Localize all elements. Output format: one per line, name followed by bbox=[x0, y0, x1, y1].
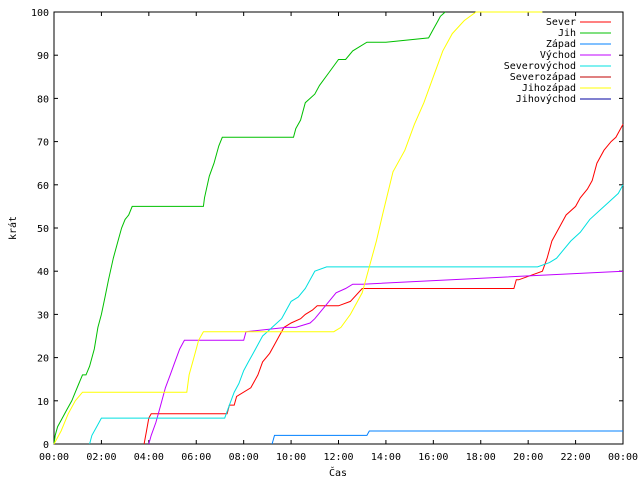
y-tick-label: 70 bbox=[37, 138, 49, 149]
x-tick-label: 10:00 bbox=[276, 452, 306, 463]
y-tick-label: 80 bbox=[37, 94, 49, 105]
y-axis-ticks: 0 10 20 30 40 50 60 70 80 90 100 bbox=[31, 8, 623, 451]
x-tick-label: 20:00 bbox=[513, 452, 543, 463]
x-axis-ticks: 00:00 02:00 04:00 06:00 08:00 10:00 12:00 14:00… bbox=[39, 12, 638, 463]
x-tick-label: 14:00 bbox=[371, 452, 401, 463]
series-line-jih bbox=[53, 11, 446, 445]
y-tick-label: 30 bbox=[37, 310, 49, 321]
x-axis-label: Čas bbox=[329, 466, 347, 479]
series-line-jihozapad bbox=[53, 11, 543, 445]
series-line-severovychod bbox=[89, 184, 624, 445]
x-tick-label: 00:00 bbox=[608, 452, 638, 463]
legend-label-zapad: Západ bbox=[546, 38, 576, 50]
series-line-sever bbox=[143, 124, 624, 445]
y-tick-label: 10 bbox=[37, 397, 49, 408]
series-line-zapad bbox=[271, 430, 623, 445]
y-tick-label: 40 bbox=[37, 267, 49, 278]
x-tick-label: 06:00 bbox=[181, 452, 211, 463]
x-tick-label: 22:00 bbox=[561, 452, 591, 463]
legend-label-jih: Jih bbox=[558, 28, 576, 39]
legend-label-severovychod: Severovýchod bbox=[504, 60, 576, 72]
y-tick-label: 100 bbox=[31, 8, 49, 19]
legend-label-jihovychod: Jihovýchod bbox=[516, 93, 576, 105]
series-line-vychod bbox=[148, 270, 624, 445]
x-tick-label: 08:00 bbox=[229, 452, 259, 463]
x-tick-label: 04:00 bbox=[134, 452, 164, 463]
x-tick-label: 00:00 bbox=[39, 452, 69, 463]
x-tick-label: 16:00 bbox=[418, 452, 448, 463]
legend: SeverJihZápadVýchodSeverovýchodSeverozáp… bbox=[504, 17, 611, 105]
y-tick-label: 60 bbox=[37, 181, 49, 192]
x-tick-label: 18:00 bbox=[466, 452, 496, 463]
y-tick-label: 0 bbox=[43, 440, 49, 451]
y-tick-label: 90 bbox=[37, 51, 49, 62]
x-tick-label: 02:00 bbox=[86, 452, 116, 463]
y-axis-label: krát bbox=[7, 216, 19, 240]
y-tick-label: 20 bbox=[37, 354, 49, 365]
series-lines bbox=[53, 11, 624, 445]
legend-label-sever: Sever bbox=[546, 17, 576, 28]
legend-label-vychod: Východ bbox=[540, 49, 576, 61]
legend-label-jihozapad: Jihozápad bbox=[522, 82, 576, 94]
x-tick-label: 12:00 bbox=[323, 452, 353, 463]
legend-label-severozapad: Severozápad bbox=[510, 71, 576, 83]
y-tick-label: 50 bbox=[37, 224, 49, 235]
